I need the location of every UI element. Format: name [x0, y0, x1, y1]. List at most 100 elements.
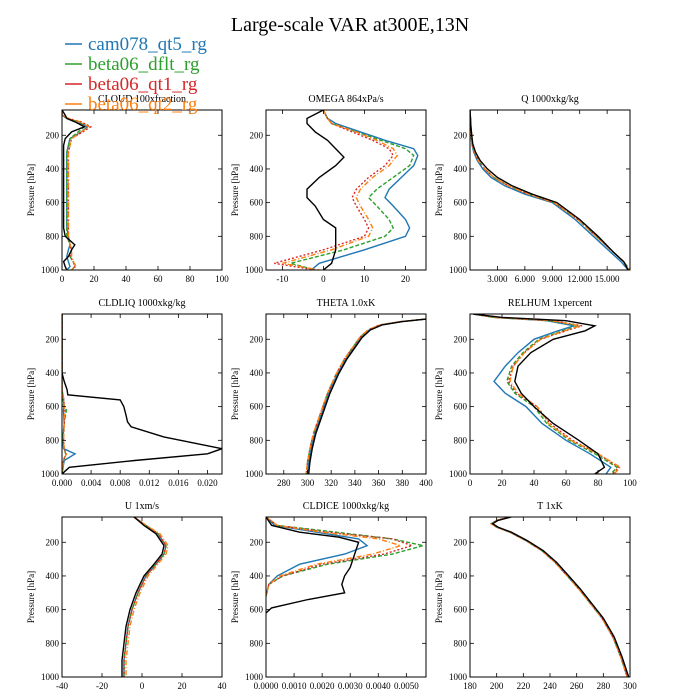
- y-tick-label: 800: [250, 638, 264, 648]
- y-tick-label: 800: [46, 435, 60, 445]
- panel-1: CLOUD 100xfraction2004006008001000Pressu…: [26, 94, 229, 284]
- y-axis-label: Pressure [hPa]: [26, 368, 36, 420]
- legend: cam078_qt5_rgbeta06_dflt_rgbeta06_qt1_rg…: [65, 34, 207, 115]
- series-1-line: [489, 517, 628, 677]
- panel-5: THETA 1.0xK 200 400 600 800 1000 Pressure [hPa…: [230, 298, 433, 488]
- x-tick-label: 0: [468, 478, 473, 488]
- series-3-line: [62, 110, 93, 270]
- x-tick-label: 0.0030: [338, 681, 363, 691]
- y-tick-label: 400: [250, 368, 264, 378]
- x-tick-label: 300: [301, 478, 315, 488]
- x-tick-label: 0.0010: [282, 681, 307, 691]
- x-tick-label: 6.000: [515, 274, 536, 284]
- panel-9: T 1xK 200 400 600 800 1000 Pressure [hPa] 180 20…: [434, 501, 637, 691]
- panel-3: Q 1000xkg/kg 200 400 600 800 1000 Pressure [hP…: [434, 94, 631, 284]
- panel-title: Q 1000xkg/kg: [521, 94, 579, 105]
- legend-label: beta06_qt1_rg: [88, 74, 198, 95]
- y-tick-label: 400: [250, 164, 264, 174]
- y-tick-label: 800: [250, 231, 264, 241]
- x-tick-label: 20: [90, 274, 100, 284]
- x-tick-label: 0.008: [110, 478, 131, 488]
- y-tick-label: 1000: [41, 265, 60, 275]
- x-tick-label: 0.0040: [366, 681, 391, 691]
- x-tick-label: 0.004: [81, 478, 102, 488]
- y-tick-label: 1000: [449, 469, 468, 479]
- x-tick-label: 380: [396, 478, 410, 488]
- panel-6: RELHUM 1xpercent2004006008001000Pressure…: [434, 298, 637, 488]
- y-axis-label: Pressure [hPa]: [230, 368, 240, 420]
- panel-8: CLDICE 1000xkg/kg 200 400 600 800 1000 Pressur…: [230, 501, 427, 691]
- panel-title: T 1xK: [537, 501, 563, 512]
- y-tick-label: 200: [250, 537, 264, 547]
- plot-frame: [265, 313, 427, 475]
- panels: CLOUD 100xfraction2004006008001000Pressu…: [26, 94, 637, 691]
- y-tick-label: 200: [250, 334, 264, 344]
- series-2-line: [266, 517, 424, 597]
- x-tick-label: 320: [324, 478, 338, 488]
- series-4-line: [473, 314, 622, 474]
- x-tick-label: 220: [517, 681, 531, 691]
- y-tick-label: 200: [250, 130, 264, 140]
- panel-4: CLDLIQ 1000xkg/kg 200 400 600 800 1000 Pressur…: [26, 298, 223, 488]
- plot-frame: [61, 516, 223, 678]
- figure-title: Large-scale VAR at300E,13N: [231, 14, 469, 36]
- x-tick-label: 20: [178, 681, 188, 691]
- series-obs-line: [308, 318, 426, 474]
- x-tick-label: 360: [372, 478, 386, 488]
- y-tick-label: 400: [454, 164, 468, 174]
- y-tick-label: 200: [454, 130, 468, 140]
- series-3-line: [470, 110, 630, 270]
- series-obs-line: [306, 110, 345, 270]
- y-tick-label: 800: [454, 638, 468, 648]
- x-tick-label: 100: [623, 478, 637, 488]
- legend-label: beta06_qt2_rg: [88, 94, 198, 115]
- y-tick-label: 200: [46, 537, 60, 547]
- y-tick-label: 800: [454, 231, 468, 241]
- x-tick-label: 80: [594, 478, 604, 488]
- y-tick-label: 200: [454, 537, 468, 547]
- x-tick-label: 60: [154, 274, 164, 284]
- x-tick-label: 340: [348, 478, 362, 488]
- y-tick-label: 600: [250, 402, 264, 412]
- y-axis-label: Pressure [hPa]: [26, 164, 36, 216]
- x-tick-label: 0.016: [168, 478, 189, 488]
- plot-frame: [469, 109, 631, 271]
- x-tick-label: 0: [321, 274, 326, 284]
- plot-frame: [469, 313, 631, 475]
- panel-title: CLDLIQ 1000xkg/kg: [99, 298, 186, 309]
- series-3-line: [123, 517, 167, 677]
- x-tick-label: 15.000: [595, 274, 620, 284]
- legend-label: beta06_dflt_rg: [88, 54, 200, 75]
- series-4-line: [282, 110, 399, 270]
- series-3-line: [274, 110, 395, 270]
- x-tick-label: 12.000: [567, 274, 592, 284]
- series-1-line: [306, 318, 426, 474]
- panel-title: RELHUM 1xpercent: [508, 298, 592, 309]
- panel-title: OMEGA 864xPa/s: [308, 94, 383, 105]
- y-tick-label: 600: [454, 402, 468, 412]
- y-tick-label: 600: [250, 605, 264, 615]
- x-tick-label: 0.012: [139, 478, 159, 488]
- y-tick-label: 400: [46, 368, 60, 378]
- series-2-line: [287, 110, 415, 270]
- y-tick-label: 600: [454, 605, 468, 615]
- plot-frame: [61, 109, 223, 271]
- series-2-line: [62, 110, 86, 270]
- y-tick-label: 600: [250, 198, 264, 208]
- x-tick-label: 0.0000: [254, 681, 279, 691]
- y-tick-label: 400: [250, 571, 264, 581]
- x-tick-label: 40: [530, 478, 540, 488]
- series-obs-line: [491, 517, 630, 677]
- y-axis-label: Pressure [hPa]: [26, 571, 36, 623]
- panel-title: U 1xm/s: [125, 501, 159, 512]
- y-axis-label: Pressure [hPa]: [434, 368, 444, 420]
- x-tick-label: 260: [570, 681, 584, 691]
- y-tick-label: 1000: [245, 265, 264, 275]
- series-4-line: [266, 517, 404, 597]
- x-tick-label: 300: [623, 681, 637, 691]
- series-obs-line: [470, 110, 629, 270]
- x-tick-label: 3.000: [487, 274, 508, 284]
- series-1-line: [266, 517, 369, 597]
- legend-label: cam078_qt5_rg: [88, 34, 207, 55]
- panel-title: CLDICE 1000xkg/kg: [303, 501, 389, 512]
